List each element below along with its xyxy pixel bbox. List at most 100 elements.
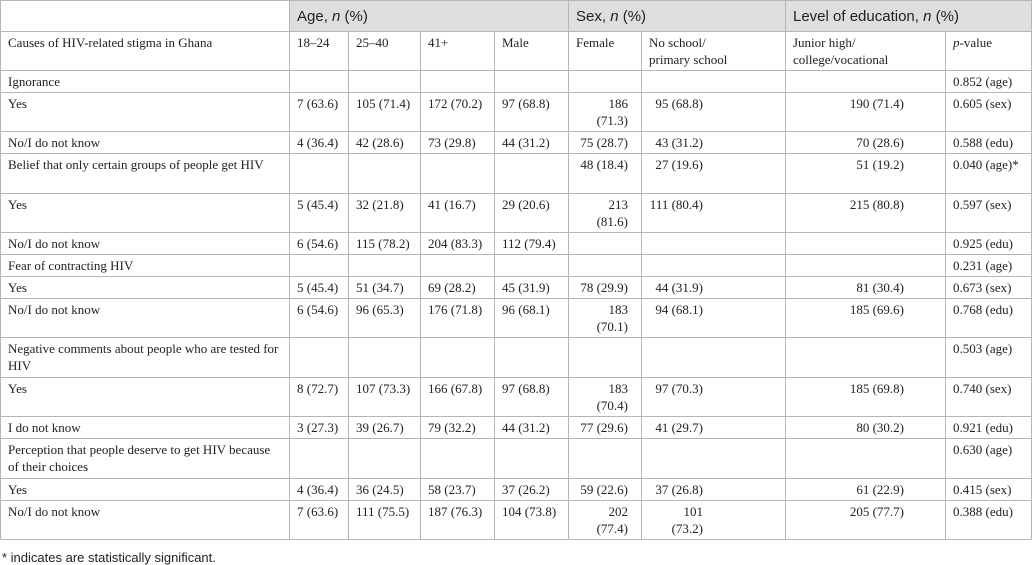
table-cell bbox=[494, 153, 569, 194]
table-cell: 96 (65.3) bbox=[348, 298, 421, 338]
table-cell: 202 (77.4) bbox=[568, 500, 642, 540]
table-cell: 176 (71.8) bbox=[420, 298, 495, 338]
table-cell: 73 (29.8) bbox=[420, 131, 495, 154]
column-header: Causes of HIV-related stigma in Ghana bbox=[0, 31, 290, 71]
table-cell: 0.768 (edu) bbox=[945, 298, 1032, 338]
table-cell bbox=[641, 232, 786, 255]
table-cell: 107 (73.3) bbox=[348, 377, 421, 417]
table-cell: 45 (31.9) bbox=[494, 276, 569, 299]
table-cell: 0.740 (sex) bbox=[945, 377, 1032, 417]
table-cell bbox=[348, 254, 421, 277]
table-cell: Fear of contracting HIV bbox=[0, 254, 290, 277]
text-part: (%) bbox=[340, 7, 368, 25]
column-header: No school/ primary school bbox=[641, 31, 786, 71]
text-part: (%) bbox=[618, 7, 647, 25]
table-cell bbox=[348, 70, 421, 93]
table-row: Fear of contracting HIV 0.231 (age) bbox=[0, 254, 1032, 277]
table-cell: 70 (28.6) bbox=[785, 131, 946, 154]
table-cell bbox=[289, 337, 349, 378]
table-cell: 97 (68.8) bbox=[494, 92, 569, 132]
text-part: p bbox=[953, 35, 960, 50]
table-cell: Yes bbox=[0, 276, 290, 299]
table-cell bbox=[494, 254, 569, 277]
table-cell bbox=[494, 70, 569, 93]
table-cell: Yes bbox=[0, 377, 290, 417]
table-cell bbox=[420, 153, 495, 194]
table-row: Negative comments about people who are t… bbox=[0, 337, 1032, 378]
table-cell: No/I do not know bbox=[0, 131, 290, 154]
table-row: Yes 5 (45.4) 51 (34.7) 69 (28.2) 45 (31.9) 78… bbox=[0, 276, 1032, 299]
table-cell: 7 (63.6) bbox=[289, 92, 349, 132]
column-header: Junior high/ college/vocational bbox=[785, 31, 946, 71]
table-cell: 185 (69.6) bbox=[785, 298, 946, 338]
table-cell bbox=[641, 254, 786, 277]
table-cell: Ignorance bbox=[0, 70, 290, 93]
footnote: * indicates are statistically significan… bbox=[2, 550, 216, 565]
table-cell: 39 (26.7) bbox=[348, 416, 421, 439]
table-cell: 32 (21.8) bbox=[348, 193, 421, 233]
table-cell: 7 (63.6) bbox=[289, 500, 349, 540]
table-cell: 42 (28.6) bbox=[348, 131, 421, 154]
table-row: Ignorance 0.852 (age) bbox=[0, 70, 1032, 93]
table-cell: 43 (31.2) bbox=[641, 131, 786, 154]
table-cell: 4 (36.4) bbox=[289, 478, 349, 501]
text-part: n bbox=[610, 7, 619, 25]
table-cell bbox=[420, 254, 495, 277]
table-cell: 0.588 (edu) bbox=[945, 131, 1032, 154]
table-cell bbox=[568, 438, 642, 479]
table-cell: 111 (80.4) bbox=[641, 193, 786, 233]
table-row: Belief that only certain groups of peopl… bbox=[0, 153, 1032, 194]
table-row: I do not know 3 (27.3) 39 (26.7) 79 (32.2) 4… bbox=[0, 416, 1032, 439]
table-cell bbox=[641, 438, 786, 479]
column-header: 41+ bbox=[420, 31, 495, 71]
table-cell: 6 (54.6) bbox=[289, 298, 349, 338]
table-cell bbox=[348, 153, 421, 194]
table-row: Yes 5 (45.4) 32 (21.8) 41 (16.7) 29 (20.6) 21… bbox=[0, 193, 1032, 233]
table-cell bbox=[289, 438, 349, 479]
table-cell: 187 (76.3) bbox=[420, 500, 495, 540]
table-cell: 0.415 (sex) bbox=[945, 478, 1032, 501]
table-cell bbox=[568, 232, 642, 255]
table-cell: 205 (77.7) bbox=[785, 500, 946, 540]
table-cell: 44 (31.9) bbox=[641, 276, 786, 299]
table-cell: 75 (28.7) bbox=[568, 131, 642, 154]
table-cell: 96 (68.1) bbox=[494, 298, 569, 338]
table-cell: 51 (19.2) bbox=[785, 153, 946, 194]
table-cell: No/I do not know bbox=[0, 232, 290, 255]
table-cell: 80 (30.2) bbox=[785, 416, 946, 439]
table-cell: 215 (80.8) bbox=[785, 193, 946, 233]
table-row: Yes 4 (36.4) 36 (24.5) 58 (23.7) 37 (26.2) 59… bbox=[0, 478, 1032, 501]
table-cell bbox=[785, 254, 946, 277]
table-cell: 0.597 (sex) bbox=[945, 193, 1032, 233]
table-cell bbox=[785, 438, 946, 479]
table-cell: 4 (36.4) bbox=[289, 131, 349, 154]
table-cell bbox=[289, 70, 349, 93]
group-header: Level of education, n (%) bbox=[785, 0, 1032, 32]
column-header: Male bbox=[494, 31, 569, 71]
table-cell bbox=[494, 438, 569, 479]
table-cell bbox=[494, 337, 569, 378]
group-header: Age, n (%) bbox=[289, 0, 569, 32]
table-cell bbox=[568, 337, 642, 378]
table-cell: 79 (32.2) bbox=[420, 416, 495, 439]
table-cell bbox=[348, 438, 421, 479]
table-cell: 51 (34.7) bbox=[348, 276, 421, 299]
table-cell: 0.503 (age) bbox=[945, 337, 1032, 378]
table-cell bbox=[568, 254, 642, 277]
table-cell: 0.630 (age) bbox=[945, 438, 1032, 479]
table-cell: Yes bbox=[0, 193, 290, 233]
table-cell: 0.388 (edu) bbox=[945, 500, 1032, 540]
table-cell: 183 (70.1) bbox=[568, 298, 642, 338]
table-cell: 8 (72.7) bbox=[289, 377, 349, 417]
text-part: Age, bbox=[297, 7, 333, 25]
table-cell bbox=[641, 70, 786, 93]
table-cell: 166 (67.8) bbox=[420, 377, 495, 417]
table-cell: 97 (68.8) bbox=[494, 377, 569, 417]
table-cell: 94 (68.1) bbox=[641, 298, 786, 338]
table-cell bbox=[420, 70, 495, 93]
table: Age, n (%) Sex, n (%) Level of education, … bbox=[0, 0, 1032, 540]
column-header: p-value bbox=[945, 31, 1032, 71]
header-row: Age, n (%) Sex, n (%) Level of education, … bbox=[0, 0, 1032, 32]
table-cell: 95 (68.8) bbox=[641, 92, 786, 132]
